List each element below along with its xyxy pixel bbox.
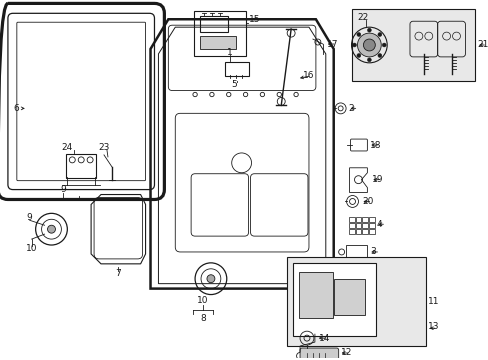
Bar: [355, 229, 361, 234]
Bar: [348, 217, 354, 222]
FancyBboxPatch shape: [299, 272, 332, 318]
Circle shape: [357, 33, 381, 57]
Text: 22: 22: [357, 13, 368, 22]
Text: 10: 10: [26, 244, 38, 253]
FancyBboxPatch shape: [286, 257, 425, 346]
Bar: [348, 229, 354, 234]
Circle shape: [363, 39, 375, 51]
Circle shape: [382, 43, 386, 47]
Text: 4: 4: [376, 220, 381, 229]
Text: 10: 10: [197, 296, 208, 305]
Text: 9: 9: [61, 185, 66, 194]
Circle shape: [47, 225, 55, 233]
Text: 6: 6: [14, 104, 20, 113]
FancyBboxPatch shape: [333, 279, 365, 315]
Text: 16: 16: [303, 71, 314, 80]
Bar: [368, 229, 375, 234]
Text: 23: 23: [98, 144, 109, 153]
Bar: [362, 223, 367, 228]
Bar: [368, 223, 375, 228]
Bar: [355, 217, 361, 222]
Text: 2: 2: [348, 104, 353, 113]
Text: 5: 5: [230, 80, 236, 89]
FancyBboxPatch shape: [200, 36, 235, 49]
Bar: [368, 217, 375, 222]
Text: 17: 17: [326, 40, 338, 49]
Text: 20: 20: [362, 197, 373, 206]
FancyBboxPatch shape: [292, 263, 376, 336]
Circle shape: [352, 43, 356, 47]
Text: 7: 7: [115, 269, 121, 278]
Text: 14: 14: [318, 334, 329, 343]
Circle shape: [377, 54, 381, 58]
Text: 12: 12: [340, 348, 351, 357]
Text: 19: 19: [371, 175, 383, 184]
Text: 24: 24: [61, 144, 73, 153]
Text: 9: 9: [27, 213, 33, 222]
Bar: [348, 223, 354, 228]
Text: 3: 3: [369, 247, 375, 256]
Text: 18: 18: [369, 140, 381, 149]
Circle shape: [356, 32, 360, 36]
Text: 21: 21: [476, 40, 488, 49]
Text: 11: 11: [427, 297, 438, 306]
FancyBboxPatch shape: [300, 348, 338, 360]
Bar: [355, 223, 361, 228]
Text: 13: 13: [427, 322, 438, 331]
Circle shape: [366, 28, 370, 32]
Text: 8: 8: [200, 314, 205, 323]
Text: 15: 15: [248, 15, 260, 24]
Bar: [362, 217, 367, 222]
Circle shape: [206, 275, 214, 283]
FancyBboxPatch shape: [351, 9, 474, 81]
Circle shape: [356, 54, 360, 58]
Circle shape: [377, 32, 381, 36]
Text: 1: 1: [226, 49, 232, 58]
Circle shape: [366, 58, 370, 62]
Bar: [362, 229, 367, 234]
